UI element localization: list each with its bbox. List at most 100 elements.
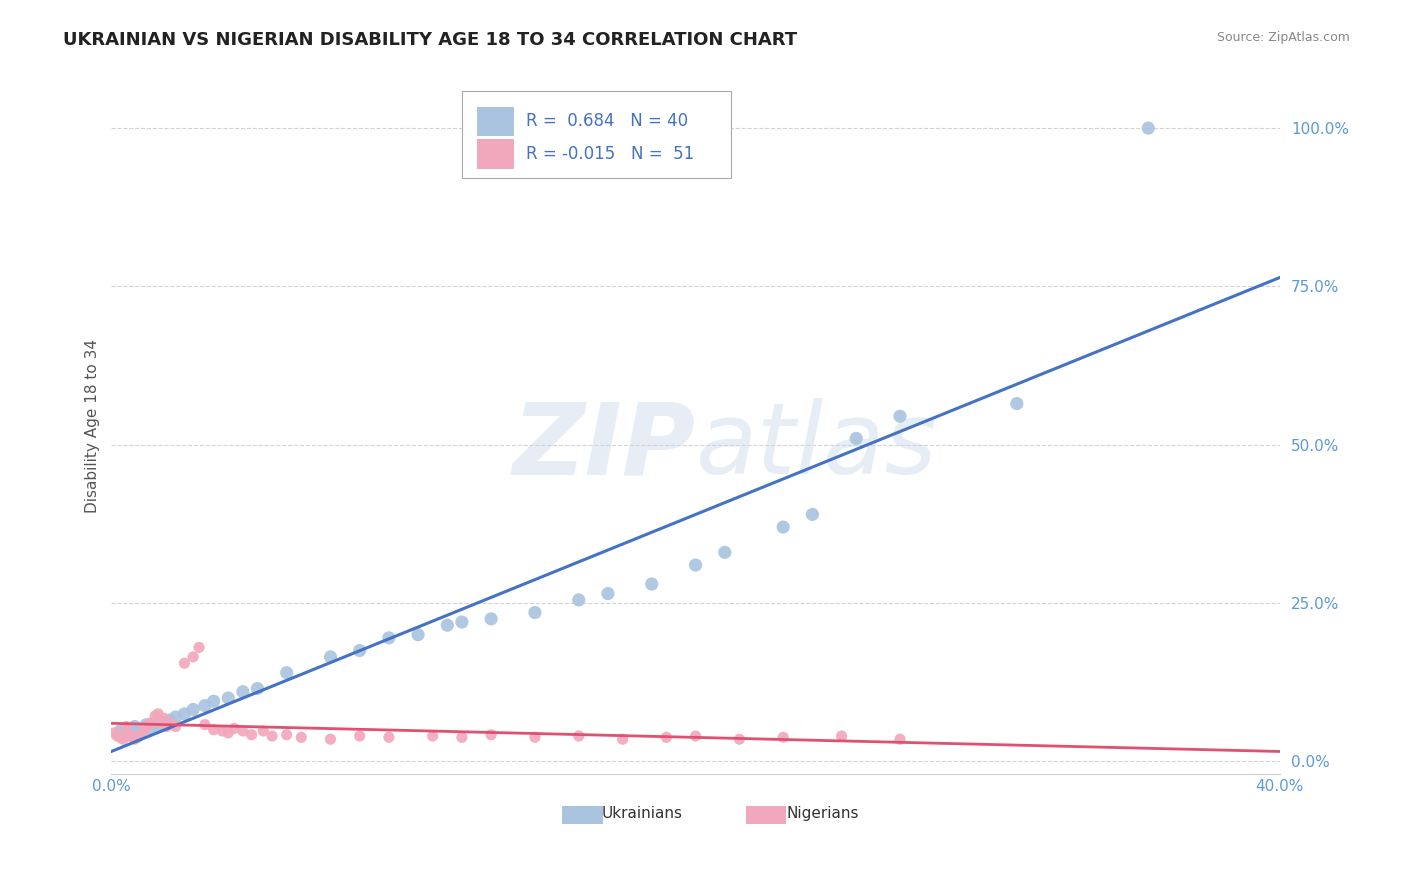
Point	[121, 731, 143, 745]
Point	[568, 593, 591, 607]
FancyBboxPatch shape	[477, 139, 515, 169]
FancyBboxPatch shape	[745, 806, 786, 824]
Point	[378, 631, 401, 645]
Point	[141, 715, 163, 730]
Point	[260, 729, 283, 743]
Point	[108, 723, 131, 738]
Point	[143, 708, 166, 723]
Point	[115, 719, 138, 733]
Point	[1137, 121, 1160, 136]
Point	[153, 711, 176, 725]
Point	[135, 719, 157, 733]
Point	[132, 723, 155, 738]
Point	[801, 508, 824, 522]
Point	[276, 665, 298, 680]
Point	[108, 731, 131, 745]
Point	[194, 717, 217, 731]
Point	[156, 719, 179, 733]
Point	[129, 723, 152, 738]
Point	[181, 702, 204, 716]
Point	[217, 691, 239, 706]
FancyBboxPatch shape	[562, 806, 603, 824]
Point	[146, 706, 169, 721]
Point	[127, 723, 149, 737]
Point	[118, 728, 141, 742]
Point	[831, 729, 853, 743]
FancyBboxPatch shape	[463, 91, 731, 178]
Point	[655, 731, 678, 745]
Text: atlas: atlas	[696, 398, 938, 495]
Point	[1005, 396, 1028, 410]
Point	[246, 681, 269, 696]
Point	[146, 719, 169, 733]
Text: R =  0.684   N = 40: R = 0.684 N = 40	[526, 112, 689, 130]
Point	[138, 717, 160, 731]
Point	[319, 649, 342, 664]
Point	[159, 713, 181, 727]
Point	[240, 728, 263, 742]
Point	[422, 729, 444, 743]
Point	[150, 716, 173, 731]
Point	[165, 710, 187, 724]
Point	[349, 643, 371, 657]
Point	[276, 728, 298, 742]
Point	[143, 716, 166, 731]
Point	[217, 726, 239, 740]
Text: ZIP: ZIP	[513, 398, 696, 495]
Point	[135, 717, 157, 731]
Point	[112, 732, 135, 747]
Point	[124, 719, 146, 733]
Point	[181, 649, 204, 664]
Point	[568, 729, 591, 743]
Point	[121, 723, 143, 738]
Point	[252, 723, 274, 738]
Point	[451, 731, 474, 745]
Point	[713, 545, 735, 559]
Point	[479, 728, 502, 742]
Point	[202, 694, 225, 708]
Point	[211, 723, 233, 738]
Point	[479, 612, 502, 626]
Point	[451, 615, 474, 629]
Y-axis label: Disability Age 18 to 34: Disability Age 18 to 34	[86, 339, 100, 513]
Point	[845, 431, 868, 445]
Point	[173, 706, 195, 721]
Text: Source: ZipAtlas.com: Source: ZipAtlas.com	[1216, 31, 1350, 45]
Point	[194, 698, 217, 713]
Point	[115, 729, 138, 743]
Point	[436, 618, 458, 632]
Point	[165, 719, 187, 733]
Point	[232, 684, 254, 698]
Point	[378, 731, 401, 745]
Point	[188, 640, 211, 655]
Point	[222, 722, 245, 736]
Point	[290, 731, 312, 745]
Point	[103, 726, 125, 740]
Point	[202, 723, 225, 737]
Point	[138, 722, 160, 736]
Point	[728, 732, 751, 747]
Point	[129, 728, 152, 742]
Point	[523, 731, 546, 745]
Point	[685, 558, 707, 572]
Text: R = -0.015   N =  51: R = -0.015 N = 51	[526, 145, 695, 163]
FancyBboxPatch shape	[477, 107, 515, 136]
Point	[889, 732, 911, 747]
Point	[159, 716, 181, 731]
Text: Ukrainians: Ukrainians	[602, 806, 683, 822]
Point	[105, 729, 128, 743]
Text: UKRAINIAN VS NIGERIAN DISABILITY AGE 18 TO 34 CORRELATION CHART: UKRAINIAN VS NIGERIAN DISABILITY AGE 18 …	[63, 31, 797, 49]
Point	[319, 732, 342, 747]
Point	[406, 628, 429, 642]
Point	[124, 732, 146, 747]
Point	[685, 729, 707, 743]
Point	[127, 731, 149, 745]
Point	[173, 657, 195, 671]
Point	[232, 723, 254, 738]
Point	[349, 729, 371, 743]
Point	[612, 732, 634, 747]
Text: Nigerians: Nigerians	[787, 806, 859, 822]
Point	[889, 409, 911, 424]
Point	[115, 722, 138, 736]
Point	[772, 520, 794, 534]
